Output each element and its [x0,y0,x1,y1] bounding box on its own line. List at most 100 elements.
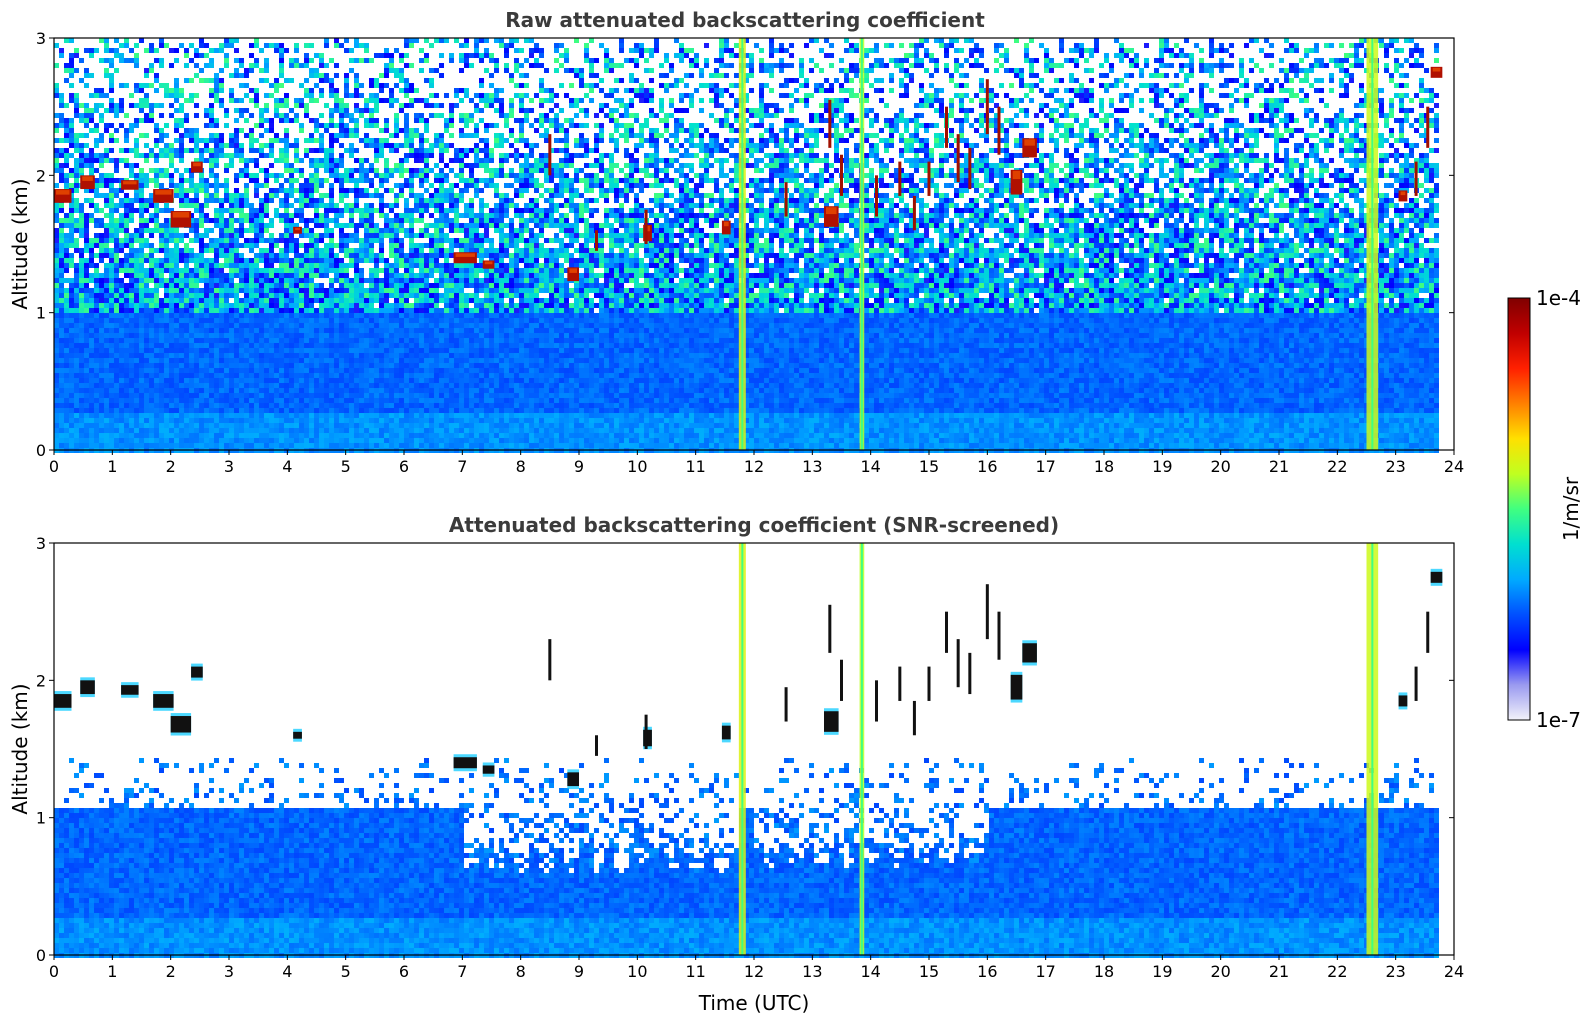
heat-cell [214,373,219,378]
heat-cell [354,423,359,428]
heat-cell [89,368,94,373]
heat-cell [414,293,419,298]
heat-cell [119,248,124,253]
heat-cell [444,218,449,223]
heat-cell [124,398,129,403]
heat-cell [319,378,324,383]
heat-cell [174,118,179,123]
heat-cell [374,383,379,388]
heat-cell [94,273,99,278]
heat-cell [59,323,64,328]
heat-cell [354,228,359,233]
heat-cell [364,48,369,53]
heat-cell [344,83,349,88]
heat-cell [244,383,249,388]
heat-cell [419,333,424,338]
heat-cell [174,268,179,273]
heat-cell [299,378,304,383]
heat-cell [209,88,214,93]
heat-cell [339,248,344,253]
heat-cell [354,433,359,438]
heat-cell [169,63,174,68]
heat-cell [359,408,364,413]
heat-cell [344,193,349,198]
heat-cell [254,313,259,318]
heat-cell [419,283,424,288]
heat-cell [399,393,404,398]
heat-cell [434,133,439,138]
heat-cell [259,228,264,233]
heat-cell [384,278,389,283]
heat-cell [64,173,69,178]
heat-cell [184,243,189,248]
heat-cell [244,263,249,268]
heat-cell [199,323,204,328]
heat-cell [324,123,329,128]
heat-cell [344,343,349,348]
heat-cell [94,278,99,283]
heat-cell [54,148,59,153]
heat-cell [174,78,179,83]
heat-cell [344,418,349,423]
heat-cell [419,318,424,323]
heat-cell [389,403,394,408]
heat-cell [69,433,74,438]
heat-cell [214,443,219,448]
heat-cell [329,283,334,288]
heat-cell [304,188,309,193]
heat-cell [414,173,419,178]
heat-cell [339,438,344,443]
heat-cell [189,173,194,178]
heat-cell [189,413,194,418]
heat-cell [124,43,129,48]
heat-cell [334,278,339,283]
heat-cell [54,113,59,118]
heat-cell [139,83,144,88]
heat-cell [199,218,204,223]
heat-cell [169,418,174,423]
heat-cell [344,113,349,118]
heat-cell [134,363,139,368]
heat-cell [219,278,224,283]
heat-cell [384,343,389,348]
heat-cell [419,408,424,413]
heat-cell [384,368,389,373]
heat-cell [184,428,189,433]
heat-cell [314,418,319,423]
heat-cell [384,308,389,313]
heat-cell [319,303,324,308]
heat-cell [384,293,389,298]
heat-cell [419,398,424,403]
heat-cell [419,298,424,303]
heat-cell [224,223,229,228]
heat-cell [354,283,359,288]
heat-cell [319,413,324,418]
heat-cell [339,383,344,388]
heat-cell [374,148,379,153]
heat-cell [269,118,274,123]
heat-cell [264,178,269,183]
heat-cell [374,348,379,353]
heat-cell [404,208,409,213]
heat-cell [224,343,229,348]
heat-cell [184,133,189,138]
heat-cell [374,308,379,313]
heat-cell [74,268,79,273]
heat-cell [89,328,94,333]
heat-cell [314,123,319,128]
heat-cell [339,328,344,333]
heat-cell [364,378,369,383]
heat-cell [149,403,154,408]
heat-cell [129,383,134,388]
heat-cell [234,338,239,343]
heat-cell [104,413,109,418]
heat-cell [234,438,239,443]
heat-cell [209,153,214,158]
heat-cell [104,353,109,358]
heat-cell [244,338,249,343]
heat-cell [214,293,219,298]
heat-cell [129,238,134,243]
heat-cell [149,218,154,223]
heat-cell [444,223,449,228]
heat-cell [334,63,339,68]
